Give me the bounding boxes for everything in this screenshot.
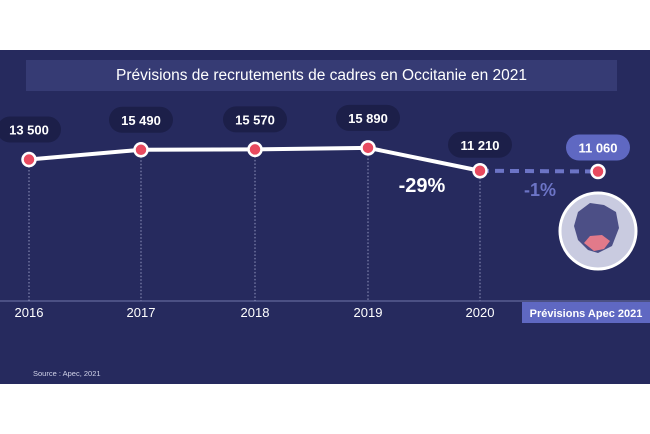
data-point-2016 — [21, 151, 37, 168]
source-note: Source : Apec, 2021 — [33, 369, 101, 378]
value-bubble-2018 — [223, 106, 287, 133]
x-tick-label-2016: 2016 — [15, 305, 44, 320]
data-point-2017 — [133, 142, 149, 158]
x-tick-label-forecast: Prévisions Apec 2021 — [530, 308, 643, 320]
value-label-Prévisions Apec 2021: 11 060 — [578, 141, 617, 156]
x-tick-label-2018: 2018 — [241, 305, 270, 320]
value-label-2017: 15 490 — [121, 113, 161, 128]
occitanie-region — [584, 235, 610, 251]
x-tick-label-2017: 2017 — [127, 305, 156, 320]
value-label-2016: 13 500 — [9, 123, 49, 138]
chart-panel — [0, 50, 650, 384]
value-bubble-2016 — [0, 116, 61, 143]
data-point-2018 — [247, 141, 263, 158]
x-tick-label-2020: 2020 — [466, 305, 495, 320]
data-point-Prévisions Apec 2021 — [590, 163, 606, 180]
series-line-forecast — [479, 168, 599, 174]
forecast-tick-bg — [522, 302, 650, 323]
chart-title: Prévisions de recrutements de cadres en … — [26, 60, 617, 91]
value-label-2018: 15 570 — [235, 112, 275, 127]
data-point-2019 — [360, 140, 376, 156]
value-label-2019: 15 890 — [348, 111, 388, 126]
value-bubble-2020 — [448, 131, 512, 158]
annotation-minus-1: -1% — [524, 180, 556, 200]
france-map-occitanie-icon — [558, 191, 638, 271]
value-bubble-2017 — [109, 106, 173, 133]
data-point-2020 — [472, 163, 488, 179]
value-bubble-Prévisions Apec 2021 — [566, 134, 630, 161]
value-bubble-2019 — [336, 104, 400, 131]
value-label-2020: 11 210 — [460, 138, 499, 153]
annotation-minus-29: -29% — [399, 175, 446, 197]
x-tick-label-2019: 2019 — [354, 305, 383, 320]
